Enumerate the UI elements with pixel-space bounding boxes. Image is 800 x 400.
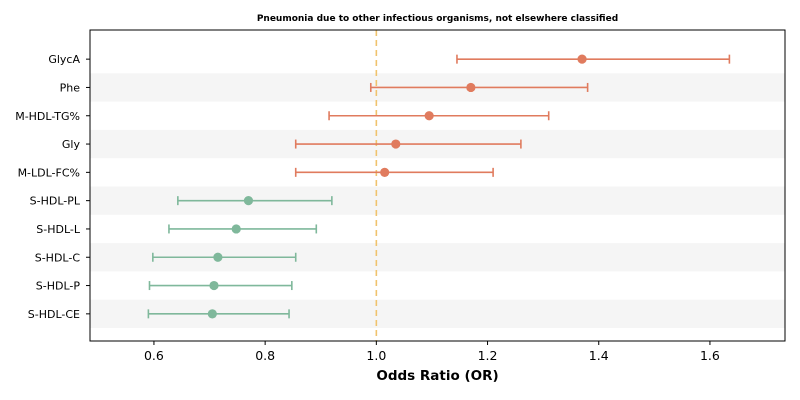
x-axis: 0.6 0.8 1.0 1.2 1.4 1.6 bbox=[144, 341, 720, 363]
chart-title: Pneumonia due to other infectious organi… bbox=[257, 14, 618, 24]
or-point bbox=[391, 139, 401, 149]
y-axis: GlycA Phe M-HDL-TG% Gly M-LDL-FC% S-HDL-PL S-H… bbox=[15, 53, 90, 321]
or-point bbox=[424, 111, 434, 121]
or-point bbox=[213, 252, 223, 262]
x-tick-label: 1.6 bbox=[700, 348, 720, 363]
y-tick-label: M-HDL-TG% bbox=[15, 110, 80, 123]
x-tick-label: 1.2 bbox=[478, 348, 498, 363]
x-tick-label: 1.0 bbox=[366, 348, 386, 363]
axes-frame bbox=[89, 29, 786, 342]
or-point bbox=[466, 82, 476, 93]
y-tick-label: M-LDL-FC% bbox=[18, 166, 80, 179]
or-point bbox=[231, 224, 241, 234]
x-tick-label: 0.6 bbox=[144, 348, 164, 363]
x-tick-label: 0.8 bbox=[255, 348, 275, 363]
or-point bbox=[243, 196, 254, 206]
plot-marks bbox=[147, 54, 731, 319]
y-tick-label: Phe bbox=[60, 81, 81, 94]
or-point bbox=[209, 280, 219, 291]
x-axis-label: Odds Ratio (OR) bbox=[376, 368, 498, 384]
x-tick-label: 1.4 bbox=[589, 348, 609, 363]
or-point bbox=[577, 54, 587, 64]
y-tick-label: S-HDL-C bbox=[35, 251, 81, 264]
y-tick-label: S-HDL-CE bbox=[28, 308, 80, 321]
y-tick-label: GlycA bbox=[48, 53, 80, 66]
y-tick-label: S-HDL-PL bbox=[30, 195, 81, 208]
y-tick-label: Gly bbox=[62, 138, 81, 151]
y-tick-label: S-HDL-P bbox=[36, 280, 81, 293]
or-point bbox=[207, 309, 217, 319]
or-point bbox=[380, 167, 390, 177]
y-tick-label: S-HDL-L bbox=[36, 223, 81, 236]
